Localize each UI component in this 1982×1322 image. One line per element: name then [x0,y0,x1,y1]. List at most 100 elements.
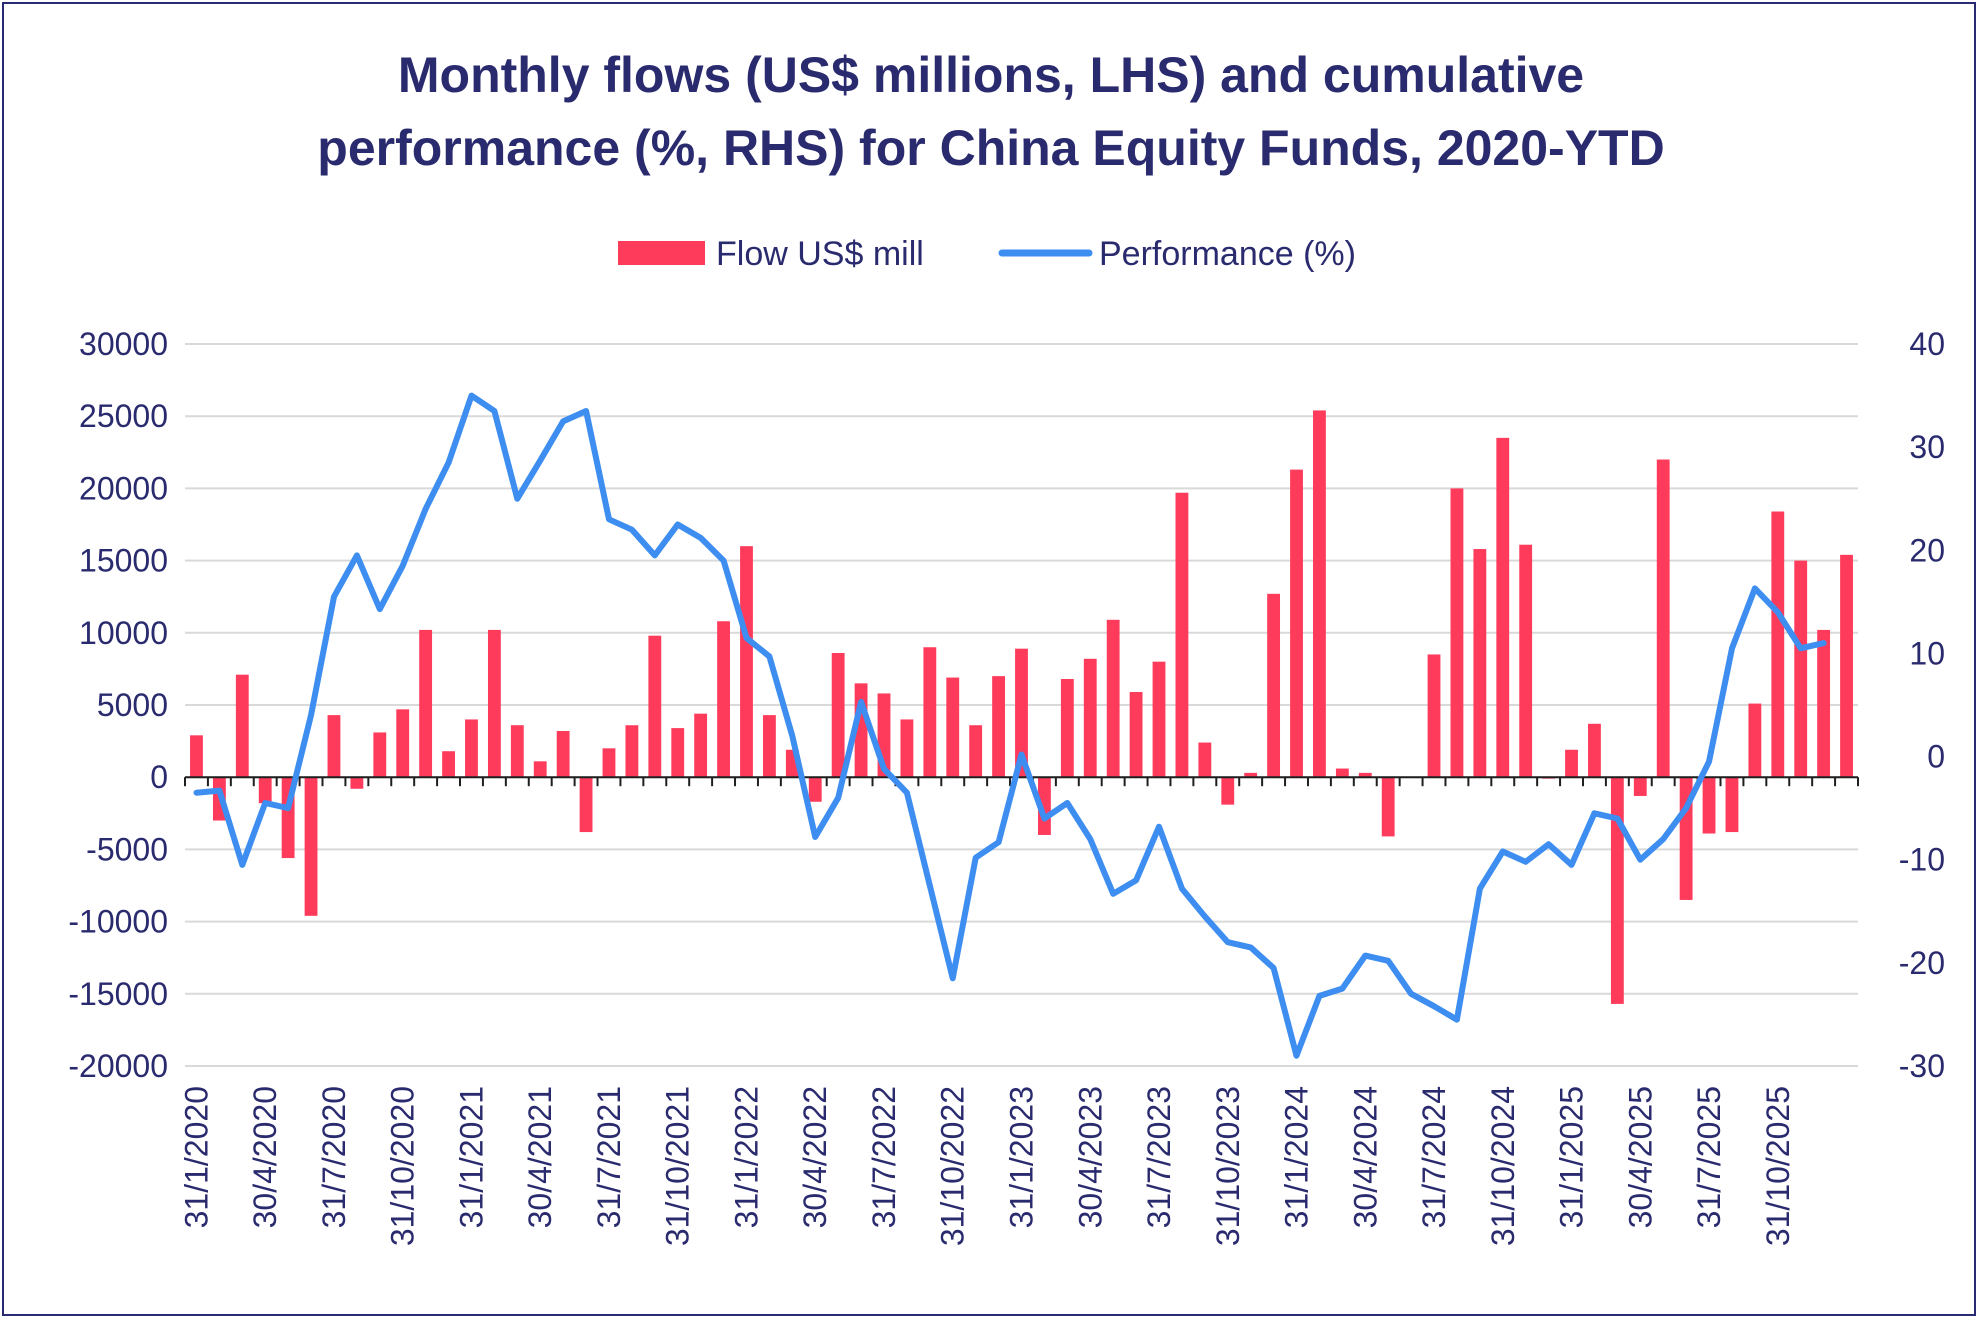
x-tick-label: 31/10/2025 [1760,1086,1796,1246]
flow-bar [533,761,547,778]
y-right-tick-label: 0 [1927,739,1945,775]
x-tick-label: 30/4/2020 [247,1086,283,1228]
flow-bar [396,709,410,778]
x-tick-label: 31/7/2024 [1416,1086,1452,1228]
chart-title-line2: performance (%, RHS) for China Equity Fu… [317,120,1664,176]
flow-bar [442,751,455,778]
flow-bar [740,546,753,778]
legend-label-performance: Performance (%) [1099,235,1356,273]
y-left-tick-label: -20000 [68,1048,168,1084]
legend-swatch-flow [618,241,705,265]
flow-bar [1358,772,1372,778]
flow-bar [717,621,730,778]
flow-bar [1175,492,1189,778]
flow-bar [1381,777,1395,837]
flow-bar [1015,648,1028,778]
flow-bar [625,725,639,778]
flow-bar [602,748,616,778]
flow-bar [327,715,341,778]
x-tick-label: 31/7/2020 [316,1086,352,1228]
flow-bar [900,719,914,778]
y-left-tick-label: 15000 [79,543,168,579]
y-axis-right: 40 30 20 10 0 -10 -20 -30 [1899,326,1945,1084]
flow-bar [1038,777,1051,835]
flow-bar [1221,777,1235,805]
x-tick-label: 31/7/2023 [1141,1086,1177,1228]
x-tick-label: 30/4/2023 [1072,1086,1108,1228]
flow-bar [1083,658,1097,778]
y-right-tick-label: 30 [1909,429,1945,465]
x-tick-label: 30/4/2022 [797,1086,833,1228]
y-left-tick-label: 10000 [79,615,168,651]
x-tick-label: 31/7/2022 [866,1086,902,1228]
y-right-tick-label: -20 [1899,945,1945,981]
x-tick-label: 31/1/2025 [1554,1086,1590,1228]
flow-bar [373,732,387,778]
flow-bar [969,725,983,778]
flow-bar [1473,549,1487,778]
flow-bar [1633,777,1647,796]
flow-bar [1725,777,1739,833]
performance-line [193,392,1827,1059]
y-right-tick-label: 20 [1909,532,1945,568]
flow-bar [946,677,960,778]
flow-bar [1610,777,1624,1004]
flow-bar [992,676,1005,778]
flow-bar [1565,749,1578,778]
y-axis-left: 30000 25000 20000 15000 10000 5000 0 -5000 -1000… [68,326,168,1084]
flow-bar [1519,544,1533,778]
y-right-tick-label: -10 [1899,842,1945,878]
flow-bar [1771,511,1785,778]
flow-bar [831,653,845,778]
flow-bar [1267,593,1281,778]
flow-bar [1702,777,1716,834]
y-left-tick-label: 20000 [79,470,168,506]
y-left-tick-label: 5000 [97,687,168,723]
x-tick-label: 31/10/2020 [385,1086,421,1246]
performance-line-group [193,392,1827,1059]
flow-bar [258,777,272,804]
flow-bar [556,730,570,778]
flow-bar [510,725,524,778]
flow-bar [1198,742,1212,778]
x-tick-label: 31/10/2021 [660,1086,696,1246]
flow-bar [923,647,937,778]
flow-bar [1794,560,1808,778]
y-left-tick-label: -15000 [68,976,168,1012]
x-tick-label: 31/10/2022 [935,1086,971,1246]
x-tick-label: 31/7/2021 [591,1086,627,1228]
flow-bar [648,635,662,778]
x-tick-label: 31/10/2024 [1485,1086,1521,1246]
flow-bar [1290,469,1303,778]
x-tick-label: 30/4/2024 [1347,1086,1383,1228]
flow-bar [1427,654,1441,778]
x-tick-label: 31/7/2025 [1691,1086,1727,1228]
y-left-tick-label: 30000 [79,326,168,362]
flow-bar [1244,772,1258,778]
y-right-tick-label: 10 [1909,635,1945,671]
legend: Flow US$ mill Performance (%) [618,235,1356,273]
y-left-tick-label: 25000 [79,398,168,434]
x-tick-labels: 31/1/2020 30/4/2020 31/7/2020 31/10/2020 31/… [178,1086,1795,1246]
chart-title-line1: Monthly flows (US$ millions, LHS) and cu… [398,47,1584,103]
flow-bar [235,674,249,778]
x-axis [184,776,1859,787]
y-left-tick-label: 0 [150,759,168,795]
flow-bar [1450,488,1464,778]
flow-bar [1656,459,1670,778]
flow-bar [762,715,776,778]
legend-label-flow: Flow US$ mill [716,235,924,273]
y-left-tick-label: -10000 [68,904,168,940]
flow-bar [1496,437,1510,778]
flow-bar [465,719,478,778]
flow-bar [808,777,822,802]
y-right-tick-label: 40 [1909,326,1945,362]
x-tick-label: 31/1/2020 [178,1086,214,1228]
flow-bar [350,777,364,789]
x-tick-label: 31/10/2023 [1210,1086,1246,1246]
flow-bar [304,777,318,916]
flow-bar [1313,410,1326,778]
flow-bar [190,735,203,778]
x-tick-label: 31/1/2023 [1004,1086,1040,1228]
x-tick-label: 30/4/2025 [1622,1086,1658,1228]
